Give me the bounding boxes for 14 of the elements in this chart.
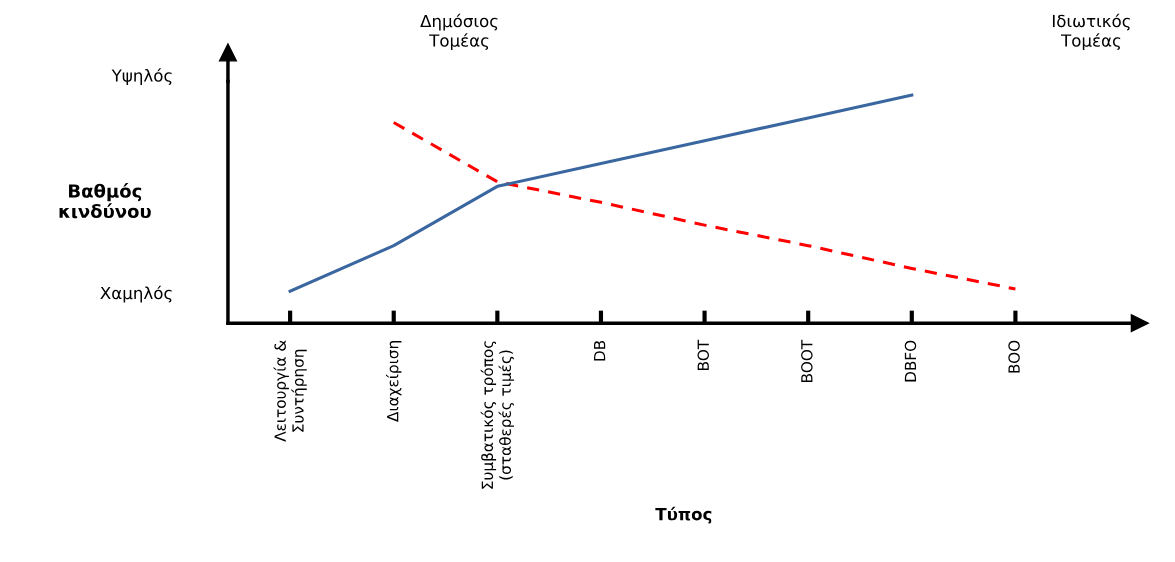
x-tick-label: Διαχείριση — [386, 341, 402, 422]
text: Ιδιωτικός Τομέας — [1052, 13, 1130, 51]
text: Υψηλός — [111, 68, 172, 86]
x-tick-label: Συμβατικός τρόπος (σταθερές τιμές) — [480, 341, 514, 489]
x-tick-label: DB — [594, 340, 606, 361]
x-tick-label: Λειτουργία & Συντήρηση — [273, 340, 307, 442]
text: Δημόσιος Τομέας — [420, 13, 498, 51]
x-tick-label: BOT — [697, 339, 710, 370]
text: Χαμηλός — [100, 285, 172, 303]
x-tick-label: BOO — [1008, 340, 1020, 373]
y-axis-title: Βαθμός κινδύνου — [59, 183, 151, 219]
x-tick-label: DBFO — [904, 340, 917, 382]
x-axis-title: Τύπος — [655, 506, 712, 524]
x-tick-label: BOOT — [801, 339, 813, 382]
